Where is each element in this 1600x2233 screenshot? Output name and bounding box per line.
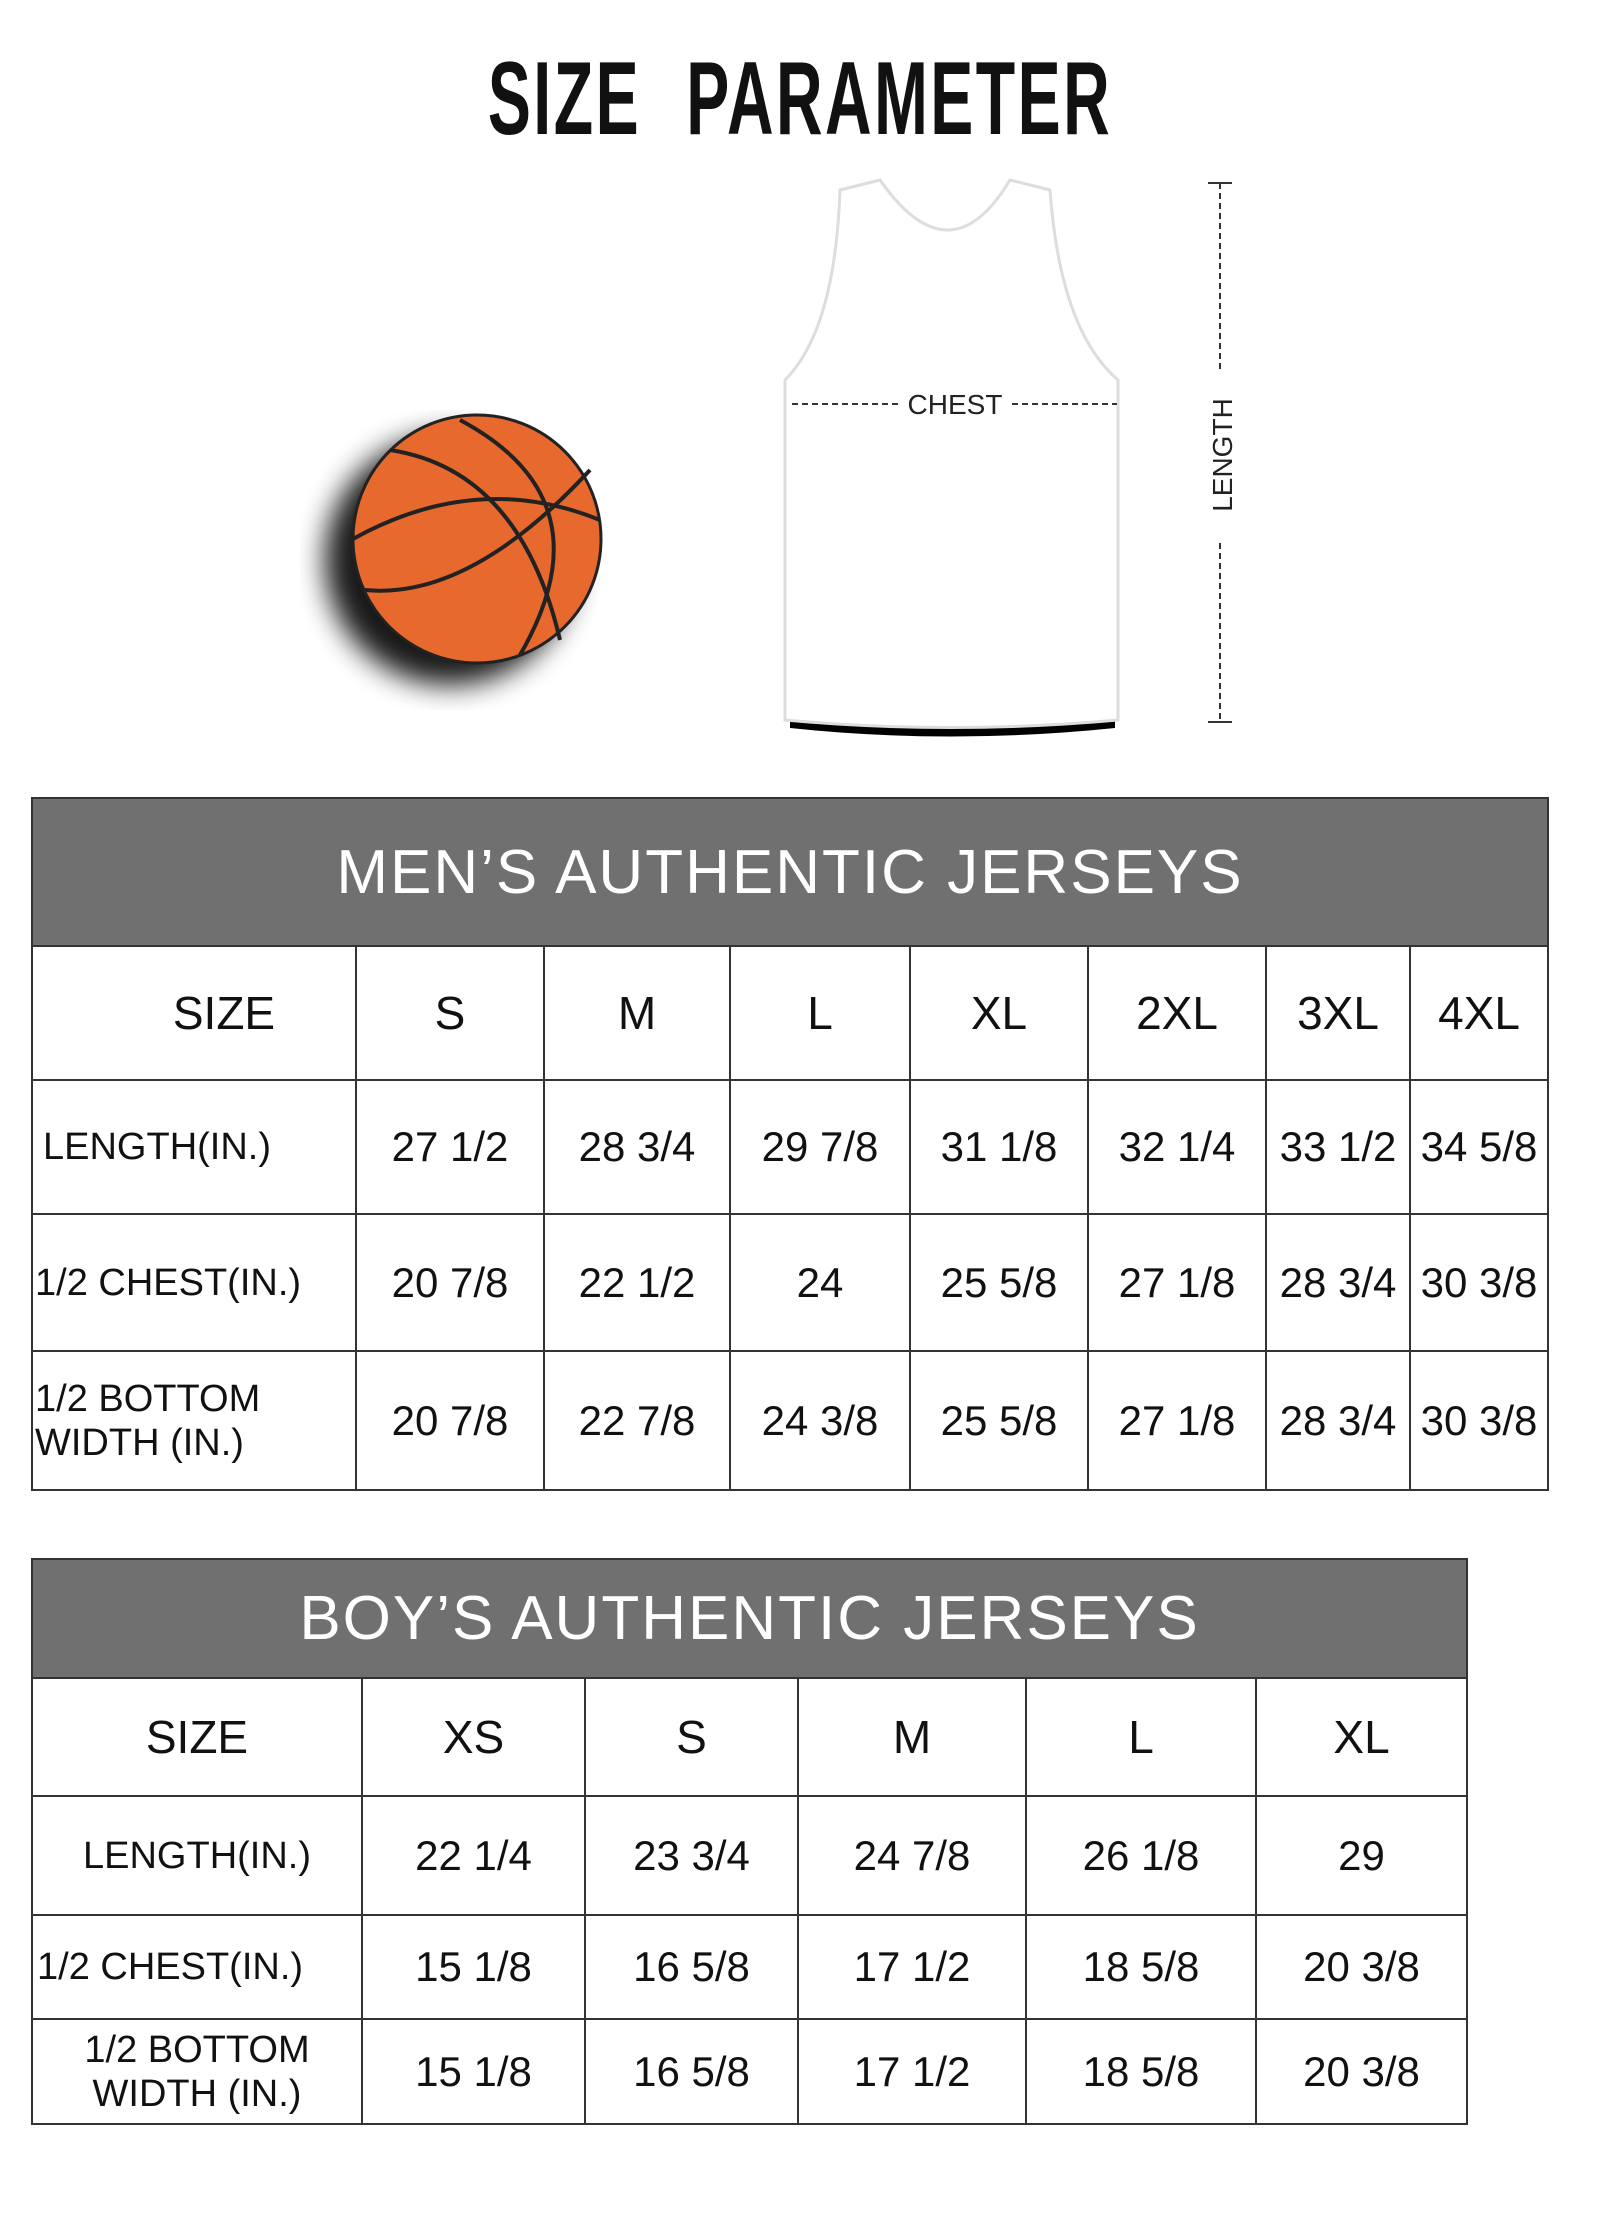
cell: 20 3/8 (1254, 2018, 1469, 2125)
size-col: XL (909, 945, 1089, 1081)
cell: 32 1/4 (1087, 1079, 1267, 1215)
cell: 22 1/4 (361, 1795, 586, 1916)
jersey-icon: CHEST (783, 178, 1120, 737)
size-col: M (543, 945, 731, 1081)
cell: 17 1/2 (797, 1914, 1027, 2020)
cell: 30 3/8 (1409, 1213, 1549, 1352)
size-col: S (584, 1677, 799, 1797)
table-row: 1/2 CHEST(IN.) 15 1/8 16 5/8 17 1/2 18 5… (31, 1914, 1469, 2020)
cell: 20 3/8 (1254, 1914, 1469, 2020)
cell: 30 3/8 (1409, 1350, 1549, 1491)
cell: 29 (1254, 1795, 1469, 1916)
cell: 27 1/8 (1087, 1213, 1267, 1352)
cell: 26 1/8 (1025, 1795, 1257, 1916)
size-col: 4XL (1409, 945, 1549, 1081)
basketball-icon (325, 413, 603, 685)
cell: 18 5/8 (1025, 2018, 1257, 2125)
cell: 27 1/2 (355, 1079, 545, 1215)
table-row: 1/2 BOTTOM WIDTH (IN.) 15 1/8 16 5/8 17 … (31, 2018, 1469, 2125)
cell: 22 7/8 (543, 1350, 731, 1491)
size-col: XL (1254, 1677, 1469, 1797)
cell: 17 1/2 (797, 2018, 1027, 2125)
row-label: LENGTH(IN.) (31, 1079, 357, 1215)
boys-table-heading: BOY’S AUTHENTIC JERSEYS (30, 1558, 1469, 1679)
size-header: SIZE (31, 945, 357, 1081)
size-col: XS (361, 1677, 586, 1797)
size-col: L (729, 945, 911, 1081)
table-row: LENGTH(IN.) 27 1/2 28 3/4 29 7/8 31 1/8 … (31, 1079, 1549, 1215)
table-row: LENGTH(IN.) 22 1/4 23 3/4 24 7/8 26 1/8 … (31, 1795, 1469, 1916)
boys-size-table: BOY’S AUTHENTIC JERSEYS SIZE XS S M L XL… (30, 1558, 1469, 2125)
cell: 20 7/8 (355, 1350, 545, 1491)
length-label: LENGTH (1207, 398, 1238, 512)
cell: 28 3/4 (1265, 1213, 1411, 1352)
men-table-heading: MEN’S AUTHENTIC JERSEYS (31, 797, 1549, 947)
size-col: S (355, 945, 545, 1081)
cell: 25 5/8 (909, 1213, 1089, 1352)
cell: 15 1/8 (361, 2018, 586, 2125)
table-row: 1/2 CHEST(IN.) 20 7/8 22 1/2 24 25 5/8 2… (31, 1213, 1549, 1352)
cell: 28 3/4 (1265, 1350, 1411, 1491)
row-label: 1/2 BOTTOM WIDTH (IN.) (31, 2018, 363, 2125)
size-header: SIZE (31, 1677, 363, 1797)
cell: 24 7/8 (797, 1795, 1027, 1916)
cell: 28 3/4 (543, 1079, 731, 1215)
table-row: 1/2 BOTTOM WIDTH (IN.) 20 7/8 22 7/8 24 … (31, 1350, 1549, 1491)
cell: 25 5/8 (909, 1350, 1089, 1491)
cell: 23 3/4 (584, 1795, 799, 1916)
men-size-table: MEN’S AUTHENTIC JERSEYS SIZE S M L XL 2X… (31, 797, 1549, 1491)
cell: 16 5/8 (584, 1914, 799, 2020)
chest-label: CHEST (908, 389, 1003, 420)
length-measure: LENGTH (1205, 182, 1238, 723)
cell: 33 1/2 (1265, 1079, 1411, 1215)
row-label: 1/2 CHEST(IN.) (31, 1213, 357, 1352)
cell: 22 1/2 (543, 1213, 731, 1352)
cell: 27 1/8 (1087, 1350, 1267, 1491)
cell: 29 7/8 (729, 1079, 911, 1215)
cell: 16 5/8 (584, 2018, 799, 2125)
row-label: LENGTH(IN.) (31, 1795, 363, 1916)
cell: 31 1/8 (909, 1079, 1089, 1215)
size-col: 2XL (1087, 945, 1267, 1081)
row-label: 1/2 CHEST(IN.) (31, 1914, 363, 2020)
cell: 24 (729, 1213, 911, 1352)
cell: 24 3/8 (729, 1350, 911, 1491)
row-label: 1/2 BOTTOM WIDTH (IN.) (31, 1350, 357, 1491)
size-col: M (797, 1677, 1027, 1797)
cell: 18 5/8 (1025, 1914, 1257, 2020)
cell: 34 5/8 (1409, 1079, 1549, 1215)
size-col: 3XL (1265, 945, 1411, 1081)
page-title: SIZE PARAMETER (487, 41, 1113, 157)
size-col: L (1025, 1677, 1257, 1797)
cell: 15 1/8 (361, 1914, 586, 2020)
cell: 20 7/8 (355, 1213, 545, 1352)
illustration: CHEST LENGTH (325, 178, 1238, 737)
